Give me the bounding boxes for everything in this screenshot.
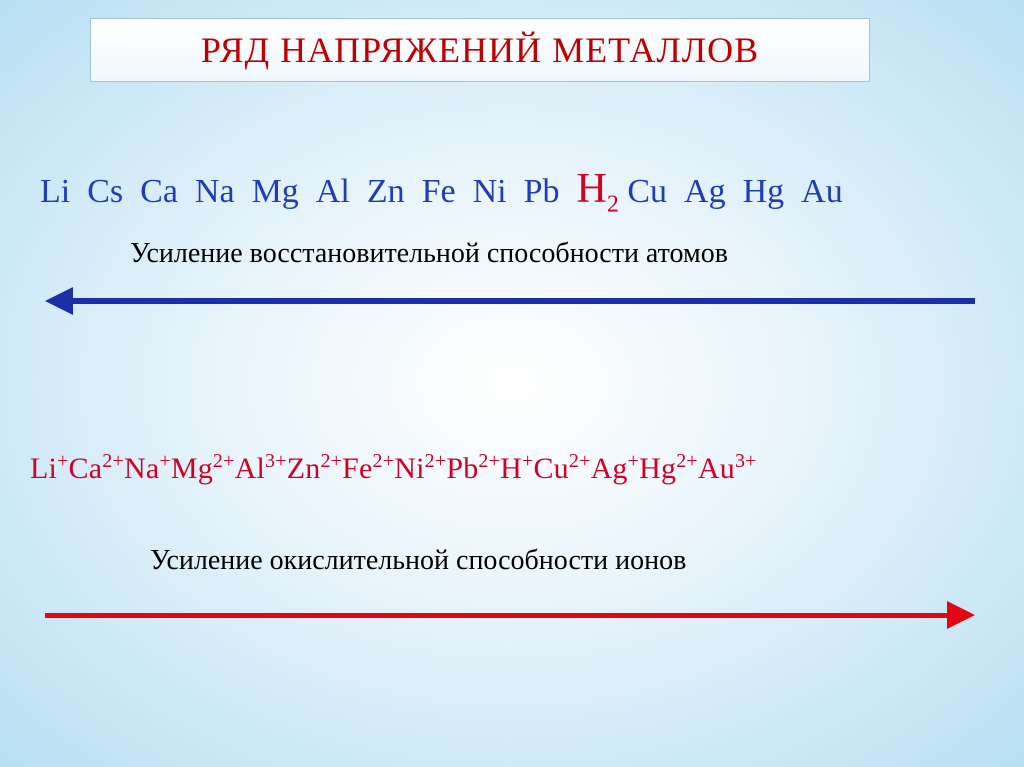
- metal-symbol: Zn: [367, 173, 405, 210]
- metal-symbol: Pb: [524, 173, 560, 210]
- ion-symbol: H+: [500, 452, 533, 485]
- arrow-line: [73, 298, 975, 304]
- ion-symbol: Hg2+: [639, 452, 698, 485]
- ion-symbol: Fe2+: [342, 452, 394, 485]
- ion-symbol: Li+: [30, 452, 69, 485]
- ion-symbol: Ag+: [591, 452, 640, 485]
- ion-symbol: Zn2+: [287, 452, 342, 485]
- metal-symbol: Mg: [252, 173, 299, 210]
- metals-activity-series: Li Cs Ca Na Mg Al Zn Fe Ni Pb H2 Cu Ag H…: [40, 165, 990, 218]
- metal-symbol: Na: [195, 173, 235, 210]
- ion-symbol: Na+: [124, 452, 171, 485]
- ion-symbol: Mg2+: [171, 452, 235, 485]
- hydrogen-symbol: H2: [577, 166, 619, 212]
- ion-symbol: Ni2+: [394, 452, 446, 485]
- metal-symbol: Ni: [473, 173, 507, 210]
- caption-reducing-ability: Усиление восстановительной способности а…: [130, 238, 728, 270]
- ion-symbol: Cu2+: [533, 452, 590, 485]
- metal-symbol: Cu: [627, 173, 667, 210]
- metal-symbol: Au: [801, 173, 843, 210]
- caption-oxidizing-ability: Усиление окислительной способности ионов: [150, 545, 686, 577]
- ion-symbol: Al3+: [235, 452, 287, 485]
- metal-symbol: Ag: [684, 173, 726, 210]
- title-box: РЯД НАПРЯЖЕНИЙ МЕТАЛЛОВ: [90, 18, 870, 82]
- arrow-head-left-icon: [45, 287, 73, 315]
- arrow-head-right-icon: [947, 601, 975, 629]
- ion-symbol: Pb2+: [446, 452, 500, 485]
- metal-symbol: Cs: [87, 173, 123, 210]
- metal-symbol: Li: [40, 173, 70, 210]
- ion-symbol: Au3+: [698, 452, 757, 485]
- arrow-line: [45, 613, 947, 618]
- metal-symbol: Ca: [140, 173, 178, 210]
- page-title: РЯД НАПРЯЖЕНИЙ МЕТАЛЛОВ: [111, 29, 849, 71]
- arrow-oxidizing-right: [45, 600, 975, 630]
- ion-symbol: Ca2+: [69, 452, 124, 485]
- ions-series: Li+Ca2+Na+Mg2+Al3+Zn2+Fe2+Ni2+Pb2+H+Cu2+…: [30, 450, 1000, 486]
- metal-symbol: Fe: [422, 173, 456, 210]
- metal-symbol: Al: [316, 173, 350, 210]
- metal-symbol: Hg: [743, 173, 785, 210]
- arrow-reducing-left: [45, 286, 975, 316]
